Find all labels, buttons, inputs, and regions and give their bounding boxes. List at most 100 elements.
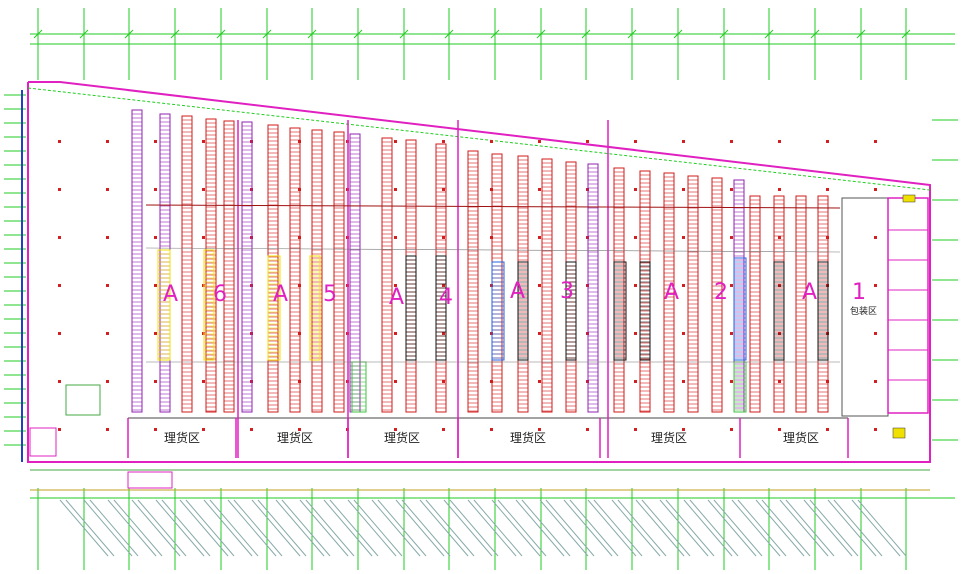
dimension-tick (307, 29, 317, 39)
loading-dock (30, 469, 930, 557)
structural-column (634, 236, 637, 239)
truck-bay-line-2 (257, 499, 307, 557)
truck-bay-line-2 (161, 499, 211, 557)
dimension-tick (810, 29, 820, 39)
structural-column (538, 428, 541, 431)
structural-column (778, 332, 781, 335)
truck-bay-line (803, 499, 853, 557)
structural-column (874, 236, 877, 239)
structural-column (538, 140, 541, 143)
structural-column (106, 332, 109, 335)
sorting-area-label-3: 理货区 (384, 431, 421, 445)
structural-column (874, 188, 877, 191)
structural-column (106, 188, 109, 191)
structural-column (154, 380, 157, 383)
rack-a5 (289, 127, 301, 413)
rack-a2 (711, 177, 723, 413)
structural-column (106, 380, 109, 383)
dimension-tick (399, 29, 409, 39)
truck-bay-line (395, 499, 445, 557)
truck-bay-line (299, 499, 349, 557)
structural-column (106, 140, 109, 143)
structural-column (634, 380, 637, 383)
truck-bay-line (707, 499, 757, 557)
structural-column (826, 188, 829, 191)
truck-bay-line-2 (185, 499, 235, 557)
structural-column (394, 140, 397, 143)
structural-column (394, 188, 397, 191)
structural-column (634, 428, 637, 431)
dimension-tick (856, 29, 866, 39)
truck-bay-line-2 (737, 499, 787, 557)
structural-column (874, 332, 877, 335)
structural-column (778, 380, 781, 383)
truck-bay-line-2 (113, 499, 163, 557)
structural-column (826, 140, 829, 143)
structural-column (874, 140, 877, 143)
structural-column (490, 428, 493, 431)
truck-bay-line (83, 499, 133, 557)
structural-column (154, 284, 157, 287)
structural-column (154, 428, 157, 431)
structural-column (58, 332, 61, 335)
dimension-tick (901, 29, 911, 39)
structural-column (154, 332, 157, 335)
structural-column (682, 332, 685, 335)
structural-column (826, 428, 829, 431)
rack-a6-yellow-2 (203, 249, 215, 361)
truck-bay-line (563, 499, 613, 557)
rack-a3-black (517, 261, 529, 361)
zone-label-a2: A 2 (664, 280, 743, 305)
truck-bay-line-2 (521, 499, 571, 557)
structural-column (442, 428, 445, 431)
dimension-tick (536, 29, 546, 39)
rack-a5 (241, 121, 253, 413)
dimension-tick (353, 29, 363, 39)
structural-column (394, 284, 397, 287)
structural-column (442, 188, 445, 191)
structural-column (778, 284, 781, 287)
truck-bay-line (467, 499, 517, 557)
dimension-tick (33, 29, 43, 39)
sorting-area-label-6: 理货区 (783, 431, 820, 445)
rack-a6 (205, 118, 217, 413)
structural-column (730, 284, 733, 287)
structural-column (682, 284, 685, 287)
truck-bay-line (419, 499, 469, 557)
structural-column (442, 332, 445, 335)
structural-column (106, 284, 109, 287)
truck-bay-line-2 (833, 499, 883, 557)
rack-a2-blue (733, 257, 747, 361)
truck-bay-line-2 (329, 499, 379, 557)
truck-bay-line-2 (665, 499, 715, 557)
rack-a3-blue (491, 261, 505, 361)
truck-bay-line (635, 499, 685, 557)
truck-bay-line (131, 499, 181, 557)
equipment-marker-2 (892, 427, 906, 439)
truck-bay-line-2 (785, 499, 835, 557)
structural-column (778, 188, 781, 191)
truck-bay-line (827, 499, 877, 557)
structural-column (634, 188, 637, 191)
rack-a6 (223, 120, 235, 413)
structural-column (202, 140, 205, 143)
dimension-tick (216, 29, 226, 39)
structural-column (874, 428, 877, 431)
dimension-tick (79, 29, 89, 39)
dimension-tick (764, 29, 774, 39)
truck-bay-line-2 (353, 499, 403, 557)
zone-label-a4: A 4 (389, 285, 468, 310)
rack-a4 (381, 137, 393, 413)
truck-bay-line (659, 499, 709, 557)
structural-column (634, 332, 637, 335)
structural-column (730, 332, 733, 335)
zone-label-a3: A 3 (510, 279, 589, 304)
dimension-tick (490, 29, 500, 39)
dimension-tick (170, 29, 180, 39)
rack-layout (131, 109, 841, 413)
rack-a4-green (351, 361, 367, 413)
structural-column (586, 428, 589, 431)
stair-room (65, 384, 101, 416)
rack-a3 (467, 150, 479, 413)
